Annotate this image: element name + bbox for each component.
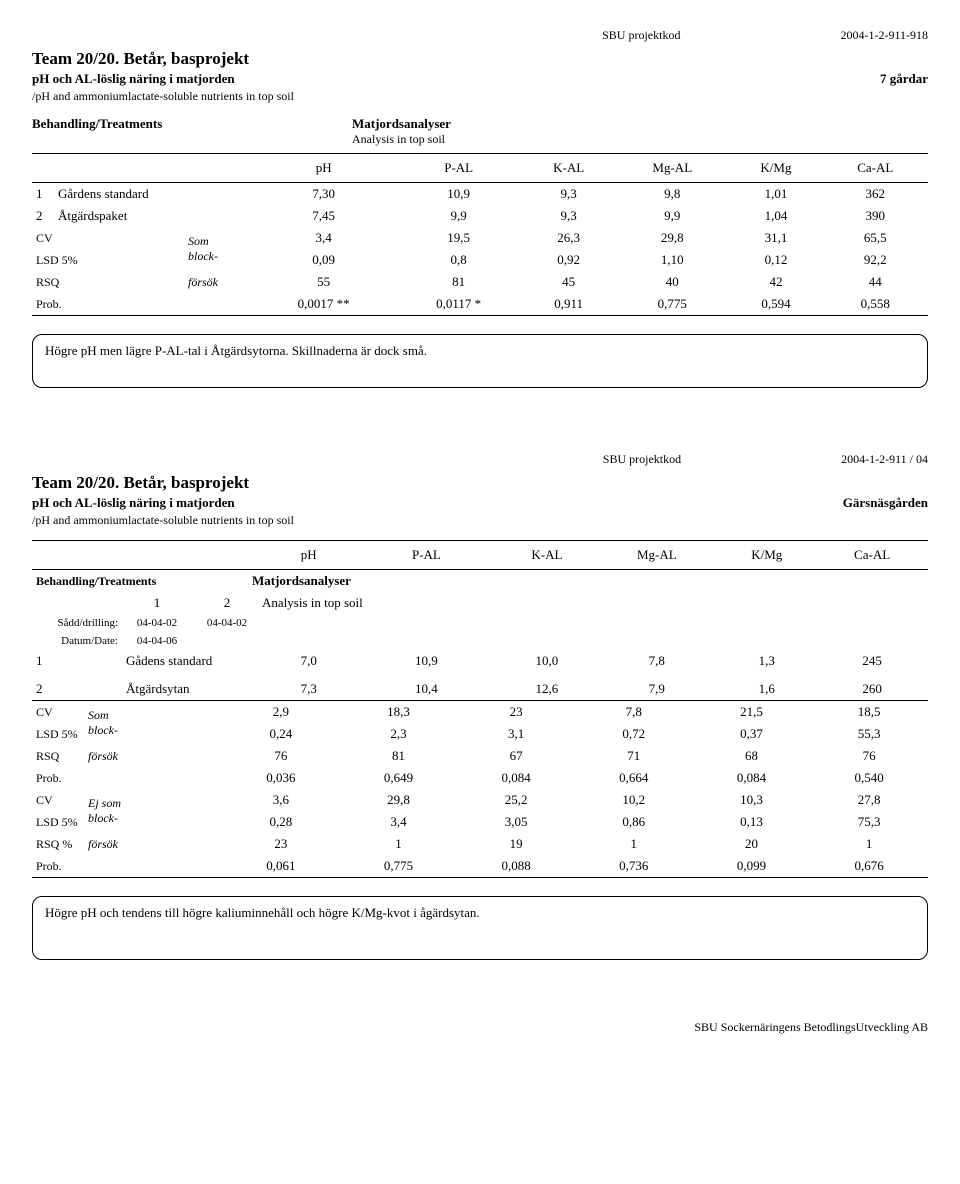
table-row: 2 Åtgärdsytan 7,310,412,67,91,6260 xyxy=(32,678,928,700)
subtitle-sub: /pH and ammoniumlactate-soluble nutrient… xyxy=(32,513,928,528)
col-nums: 1 2 Analysis in top soil xyxy=(32,592,928,614)
page-footer: SBU Sockernäringens BetodlingsUtveckling… xyxy=(32,1020,928,1035)
note-box-2: Högre pH och tendens till högre kaliumin… xyxy=(32,896,928,960)
stat-row: CV Somblock- 2,918,3237,821,518,5 xyxy=(32,701,928,723)
treatments-header: Behandling/Treatments Matjordsanalyser xyxy=(32,570,928,593)
subtitle-right: Gärsnäsgården xyxy=(843,495,928,511)
table-row: 1 Gådens standard 7,010,910,07,81,3245 xyxy=(32,650,928,672)
project-label: SBU projektkod xyxy=(603,452,681,467)
note-box-1: Högre pH men lägre P-AL-tal i Åtgärdsyto… xyxy=(32,334,928,388)
date-row: Datum/Date: 04-04-06 xyxy=(32,632,928,650)
stat-row: LSD 5% 0,242,33,10,720,3755,3 xyxy=(32,723,928,745)
treatments-label: Behandling/Treatments xyxy=(32,116,272,132)
stat-row: Prob. 0,0610,7750,0880,7360,0990,676 xyxy=(32,855,928,877)
page-title-2: Team 20/20. Betår, basprojekt xyxy=(32,473,928,493)
stat-row: LSD 5% 0,090,80,921,100,1292,2 xyxy=(32,249,928,271)
stat-row: RSQ försök 558145404244 xyxy=(32,271,928,293)
stat-row: Prob. 0,0360,6490,0840,6640,0840,540 xyxy=(32,767,928,789)
project-meta: SBU projektkod 2004-1-2-911-918 xyxy=(32,28,928,43)
stat-row: CV Ej somblock- 3,629,825,210,210,327,8 xyxy=(32,789,928,811)
subtitle-left: pH och AL-löslig näring i matjorden xyxy=(32,71,235,87)
subtitle-sub: /pH and ammoniumlactate-soluble nutrient… xyxy=(32,89,928,104)
stat-row: RSQ % försök 231191201 xyxy=(32,833,928,855)
project-label: SBU projektkod xyxy=(602,28,680,43)
analysis-sub: Analysis in top soil xyxy=(32,132,928,147)
data-table-2: Behandling/Treatments Matjordsanalyser 1… xyxy=(32,540,928,700)
data-table-1: pH P-AL K-AL Mg-AL K/Mg Ca-AL 1 Gårdens … xyxy=(32,153,928,315)
stats-block-a: CV Somblock- 2,918,3237,821,518,5 LSD 5%… xyxy=(32,701,928,877)
table-row: 1 Gårdens standard 7,30 10,9 9,3 9,8 1,0… xyxy=(32,183,928,206)
project-code: 2004-1-2-911-918 xyxy=(840,28,928,43)
stat-row: Prob. 0,0017 **0,0117 *0,9110,7750,5940,… xyxy=(32,293,928,315)
table-row: 2 Åtgärdspaket 7,45 9,9 9,3 9,9 1,04 390 xyxy=(32,205,928,227)
stat-row: RSQ försök 768167716876 xyxy=(32,745,928,767)
analysis-label: Matjordsanalyser xyxy=(272,116,928,132)
table-header-row: pH P-AL K-AL Mg-AL K/Mg Ca-AL xyxy=(32,541,928,570)
stat-row: LSD 5% 0,283,43,050,860,1375,3 xyxy=(32,811,928,833)
subtitle-right: 7 gårdar xyxy=(880,71,928,87)
seed-row: Sådd/drilling: 04-04-02 04-04-02 xyxy=(32,614,928,632)
project-code: 2004-1-2-911 / 04 xyxy=(841,452,928,467)
project-meta-2: SBU projektkod 2004-1-2-911 / 04 xyxy=(32,452,928,467)
table-header-row: pH P-AL K-AL Mg-AL K/Mg Ca-AL xyxy=(32,154,928,183)
stat-row: CV Somblock- 3,419,526,329,831,165,5 xyxy=(32,227,928,249)
subtitle-left: pH och AL-löslig näring i matjorden xyxy=(32,495,235,511)
page-title: Team 20/20. Betår, basprojekt xyxy=(32,49,928,69)
